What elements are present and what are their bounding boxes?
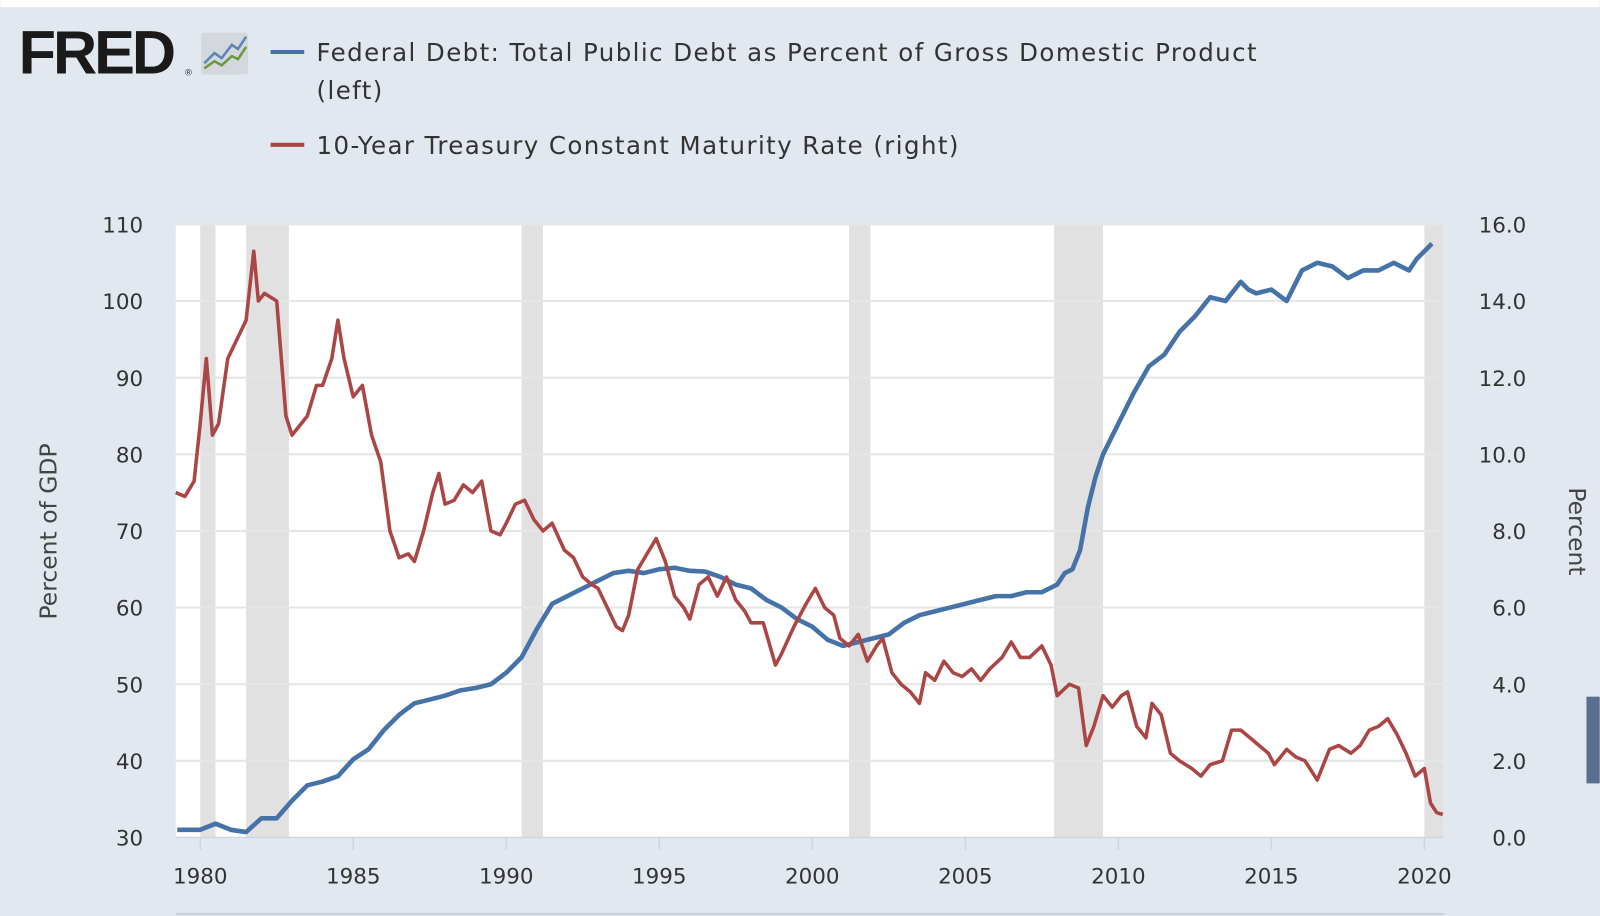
fred-logo[interactable]: FRED ® [19,18,249,86]
logo-registered: ® [184,67,193,78]
x-tick-label: 1995 [632,864,686,889]
right-tick-label: 16.0 [1479,214,1527,239]
left-tick-label: 60 [116,597,143,622]
legend-item-debt[interactable]: Federal Debt: Total Public Debt as Perce… [270,38,1258,105]
right-tick-label: 4.0 [1492,673,1526,698]
left-tick-label: 30 [116,827,143,852]
right-axis-ticks: 0.0 2.0 4.0 6.0 8.0 10.0 12.0 14.0 16.0 [1479,214,1527,852]
logo-text: FRED [19,18,174,86]
x-axis-ticks: 1980 1985 1990 1995 2000 2005 2010 2015 2020 [173,837,1452,889]
legend-item-rate[interactable]: 10-Year Treasury Constant Maturity Rate … [270,131,960,160]
left-axis-ticks: 30 40 50 60 70 80 90 100 110 [102,214,143,852]
legend-label-debt: Federal Debt: Total Public Debt as Perce… [316,38,1258,67]
series-lines [175,241,1444,835]
x-tick-label: 2005 [938,864,992,889]
left-tick-label: 110 [102,214,143,239]
x-tick-label: 1990 [479,864,533,889]
right-axis-title: Percent [1563,487,1591,575]
left-axis-title: Percent of GDP [34,443,62,619]
x-tick-label: 1980 [173,864,227,889]
series-line-rate [175,249,1444,817]
left-tick-label: 50 [116,673,143,698]
left-tick-label: 80 [116,443,143,468]
x-tick-label: 2010 [1091,864,1145,889]
right-tick-label: 10.0 [1479,443,1527,468]
right-tick-label: 6.0 [1492,597,1526,622]
scroll-handle[interactable] [1586,696,1600,784]
x-tick-label: 1985 [326,864,380,889]
right-tick-label: 8.0 [1492,520,1526,545]
left-tick-label: 100 [102,290,143,315]
gridlines [175,223,1444,762]
right-tick-label: 12.0 [1479,367,1527,392]
left-tick-label: 90 [116,367,143,392]
left-tick-label: 40 [116,750,143,775]
legend-label-rate: 10-Year Treasury Constant Maturity Rate … [316,131,959,160]
top-strip [0,0,1600,8]
right-tick-label: 14.0 [1479,290,1527,315]
right-tick-label: 2.0 [1492,750,1526,775]
legend: Federal Debt: Total Public Debt as Perce… [270,38,1258,160]
logo-chart-icon [201,32,249,75]
right-tick-label: 0.0 [1492,827,1526,852]
left-tick-label: 70 [116,520,143,545]
x-tick-label: 2015 [1244,864,1298,889]
x-tick-label: 2000 [785,864,839,889]
legend-label-debt-line2: (left) [316,76,383,105]
x-tick-label: 2020 [1397,864,1451,889]
